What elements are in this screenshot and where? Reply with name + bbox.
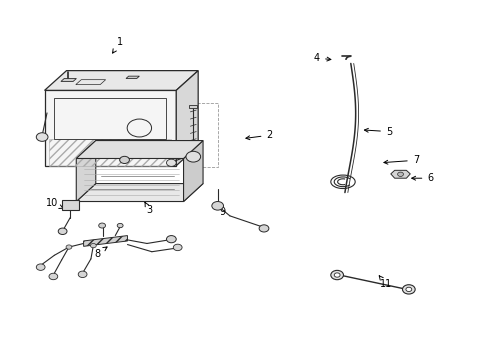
Text: 6: 6 [411,173,432,183]
Circle shape [185,151,200,162]
Circle shape [90,243,96,248]
Circle shape [397,172,403,176]
Circle shape [259,225,268,232]
Text: 3: 3 [144,202,152,216]
Polygon shape [183,140,203,202]
Circle shape [166,159,176,166]
Polygon shape [44,71,198,90]
Circle shape [120,156,129,163]
Text: 7: 7 [383,155,418,165]
Circle shape [173,244,182,251]
Circle shape [58,228,67,234]
Polygon shape [76,184,203,202]
Circle shape [49,273,58,280]
Text: 4: 4 [313,53,330,63]
Text: 10: 10 [46,198,63,208]
Text: 1: 1 [112,37,123,53]
Circle shape [78,271,87,278]
Polygon shape [76,140,96,202]
Polygon shape [61,201,79,211]
Polygon shape [76,140,203,158]
Polygon shape [176,71,198,166]
Polygon shape [61,78,76,81]
Text: 11: 11 [379,276,391,289]
Text: 2: 2 [245,130,272,140]
Text: 5: 5 [364,127,391,136]
Text: 8: 8 [94,247,107,258]
Polygon shape [44,90,176,166]
Polygon shape [390,170,409,178]
Circle shape [66,245,72,249]
Circle shape [99,223,105,228]
Circle shape [166,235,176,243]
Polygon shape [83,235,127,246]
Circle shape [402,285,414,294]
Polygon shape [126,76,139,78]
Text: 9: 9 [218,202,225,217]
Circle shape [330,270,343,280]
Circle shape [36,264,45,270]
Circle shape [405,287,411,292]
Circle shape [333,273,339,277]
Circle shape [211,202,223,210]
Circle shape [36,133,48,141]
Polygon shape [189,105,197,108]
Circle shape [117,224,123,228]
